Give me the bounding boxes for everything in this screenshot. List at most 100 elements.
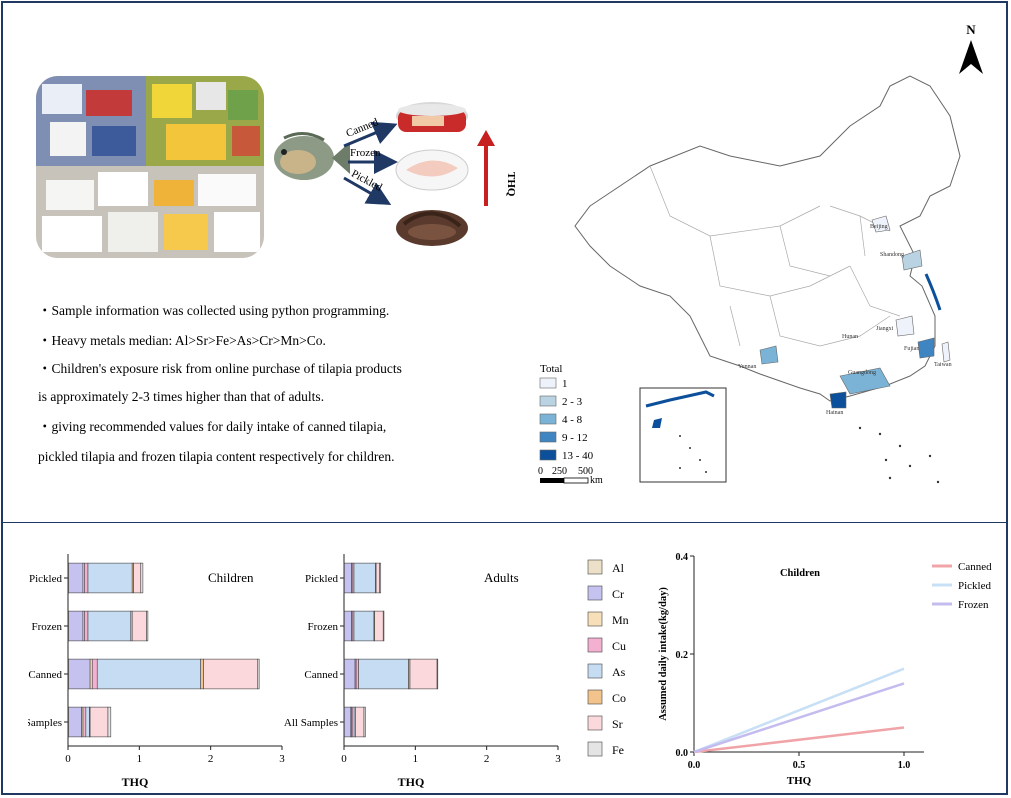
bar-segment-sr (355, 706, 365, 738)
line-chart-children: 0.0 0.2 0.4 0.0 0.5 1.0 THQ Assumed daily intak… (658, 552, 992, 787)
svg-text:0: 0 (538, 466, 543, 477)
bar-segment-sr (375, 562, 380, 594)
bar-segment-cr (344, 706, 352, 738)
bar-segment-sr (131, 610, 147, 642)
legend-swatch-as (587, 663, 603, 679)
svg-text:N: N (966, 22, 976, 37)
finding-4: ・giving recommended values for daily int… (38, 419, 387, 434)
legend-swatch-3 (539, 431, 557, 443)
canned-tilapia-image (396, 102, 468, 132)
bar-segment-co (200, 658, 204, 690)
svg-text:500: 500 (578, 466, 593, 477)
arrow-canned (343, 121, 398, 148)
bar-segment-as (87, 562, 133, 594)
finding-3-cont: is approximately 2-3 times higher than t… (38, 389, 325, 404)
y-axis-title: Assumed daily intake(kg/day) (658, 587, 669, 721)
legend-label-pickled: Pickled (958, 580, 991, 592)
series-line-frozen (693, 682, 905, 754)
legend-label-sr: Sr (612, 717, 623, 731)
legend-swatch-2 (539, 413, 557, 425)
region-hainan (829, 391, 847, 409)
bar-segment-cr (344, 658, 356, 690)
coastline-highlight (924, 273, 942, 311)
legend-swatch-al (587, 559, 603, 575)
category-label: Canned (28, 669, 62, 681)
bar-segment-as (85, 706, 90, 738)
legend-swatch-0 (539, 377, 557, 389)
south-sea-islands (858, 426, 940, 484)
svg-text:km: km (590, 475, 603, 486)
x-tick-label: 2 (208, 753, 214, 765)
map-legend: 1 2 - 3 4 - 8 9 - 12 13 - 40 (539, 377, 594, 462)
legend-label-2: 4 - 8 (562, 414, 583, 426)
bar-chart-0: 0 1 2 3 THQ Children Pickled Frozen Canned All Sa… (28, 554, 285, 789)
legend-label-3: 9 - 12 (562, 432, 588, 444)
chart-title: Children (780, 568, 820, 579)
legend-label-mn: Mn (612, 613, 629, 627)
bar-segment-cu (84, 610, 89, 642)
finding-3: ・Children's exposure risk from online pu… (38, 361, 402, 376)
legend-title: Total (540, 363, 562, 375)
label-fujian: Fujian (904, 346, 919, 352)
bar-segment-as (87, 610, 132, 642)
legend-swatch-1 (539, 395, 557, 407)
region-taiwan (941, 341, 951, 363)
stacked-bar-charts: 0 1 2 3 THQ Children Pickled Frozen Canned All Sa… (28, 554, 629, 789)
x-tick-label: 0 (341, 753, 347, 765)
bar-segment-sr (89, 706, 109, 738)
legend-label-frozen: Frozen (958, 599, 989, 611)
series-line-canned (693, 726, 905, 754)
bar-segment-cr (68, 610, 84, 642)
y-tick-label: 0.2 (676, 650, 689, 661)
china-outline (574, 75, 961, 402)
category-label: Pickled (305, 573, 338, 585)
label-guangdong: Guangdong (848, 370, 876, 376)
china-map: N Beijing Shandong Jiangxi Hunan Fujian … (538, 22, 983, 486)
bar-segment-fe (436, 658, 439, 690)
legend-label-as: As (612, 665, 626, 679)
finding-4-cont: pickled tilapia and frozen tilapia conte… (38, 449, 395, 464)
north-arrow-icon: N (959, 22, 983, 74)
chart-title: Children (208, 570, 254, 585)
region-jiangxi (895, 315, 915, 337)
category-label: Canned (304, 669, 338, 681)
bar-segment-sr (374, 610, 384, 642)
metal-legend: Al Cr Mn Cu As Co Sr Fe (587, 559, 629, 757)
legend-swatch-sr (587, 715, 603, 731)
bar-segment-fe (107, 706, 112, 738)
bar-segment-fe (146, 610, 149, 642)
label-yunnan: Yunnan (738, 364, 756, 370)
x-tick-label: 1 (413, 753, 419, 765)
chart-title: Adults (484, 570, 519, 585)
bar-segment-fe (363, 706, 366, 738)
x-tick-label: 0.0 (688, 760, 701, 771)
thq-arrow-label: THQ (505, 172, 517, 197)
legend-label-co: Co (612, 691, 626, 705)
bar-segment-cr (344, 610, 352, 642)
category-label: All Samples (284, 717, 338, 729)
bar-segment-as (352, 706, 356, 738)
x-tick-label: 3 (279, 753, 285, 765)
category-label: Frozen (307, 621, 338, 633)
x-tick-label: 3 (555, 753, 561, 765)
legend-swatch-co (587, 689, 603, 705)
label-hunan: Hunan (842, 334, 858, 340)
category-label: Frozen (31, 621, 62, 633)
x-tick-label: 0.5 (793, 760, 806, 771)
legend-swatch-4 (539, 449, 557, 461)
finding-2: ・Heavy metals median: Al>Sr>Fe>As>Cr>Mn>… (38, 333, 326, 348)
x-tick-label: 2 (484, 753, 490, 765)
y-tick-label: 0.4 (676, 552, 689, 563)
bar-segment-cr (68, 562, 84, 594)
frozen-tilapia-image (395, 149, 469, 191)
bar-chart-1: 0 1 2 3 THQ Adults Pickled Frozen Canned All Samp… (284, 554, 561, 789)
process-diagram: Canned Frozen Pickled THQ (274, 102, 517, 246)
bar-segment-as (353, 610, 375, 642)
inset-map (639, 387, 727, 483)
region-guangdong (839, 367, 891, 395)
region-yunnan (759, 345, 779, 365)
legend-swatch-cu (587, 637, 603, 653)
legend-label-cu: Cu (612, 639, 626, 653)
bar-segment-mn (89, 658, 93, 690)
legend-swatch-fe (587, 741, 603, 757)
